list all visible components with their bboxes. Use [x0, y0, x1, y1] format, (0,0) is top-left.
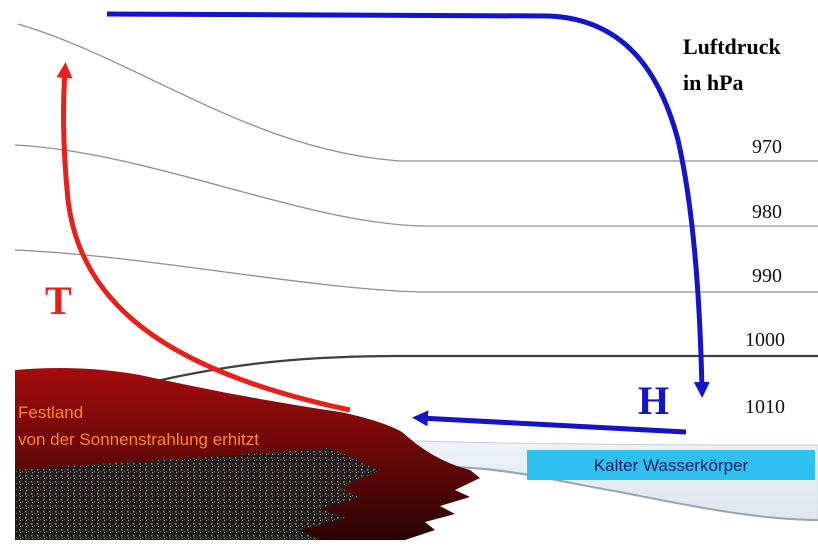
- pressure-level-970: 970: [752, 136, 782, 158]
- pressure-level-980: 980: [752, 201, 782, 223]
- low-pressure-label: T: [45, 278, 72, 323]
- isobar-1000: [147, 354, 818, 385]
- isobar-970: [17, 23, 818, 162]
- land-caption-line2: von der Sonnenstrahlung erhitzt: [18, 430, 259, 449]
- water-label-box: [527, 450, 815, 480]
- cold-air-circulation-arrow: [106, 11, 710, 398]
- high-pressure-label: H: [638, 378, 669, 423]
- pressure-level-990: 990: [752, 265, 782, 287]
- pressure-level-1010: 1010: [745, 396, 785, 418]
- land-surface-texture: [15, 448, 380, 540]
- isobar-980: [14, 144, 818, 227]
- isobar-990: [14, 249, 818, 293]
- pressure-level-1000: 1000: [745, 329, 785, 351]
- water-shoreline: [454, 466, 818, 521]
- legend-title-line2: in hPa: [683, 70, 744, 95]
- legend-title-line1: Luftdruck: [683, 34, 782, 59]
- sea-breeze-arrow: [412, 410, 687, 435]
- land-caption-line1: Festland: [18, 403, 83, 422]
- water-label: Kalter Wasserkörper: [594, 456, 749, 475]
- warm-air-rising-arrow: [56, 62, 351, 413]
